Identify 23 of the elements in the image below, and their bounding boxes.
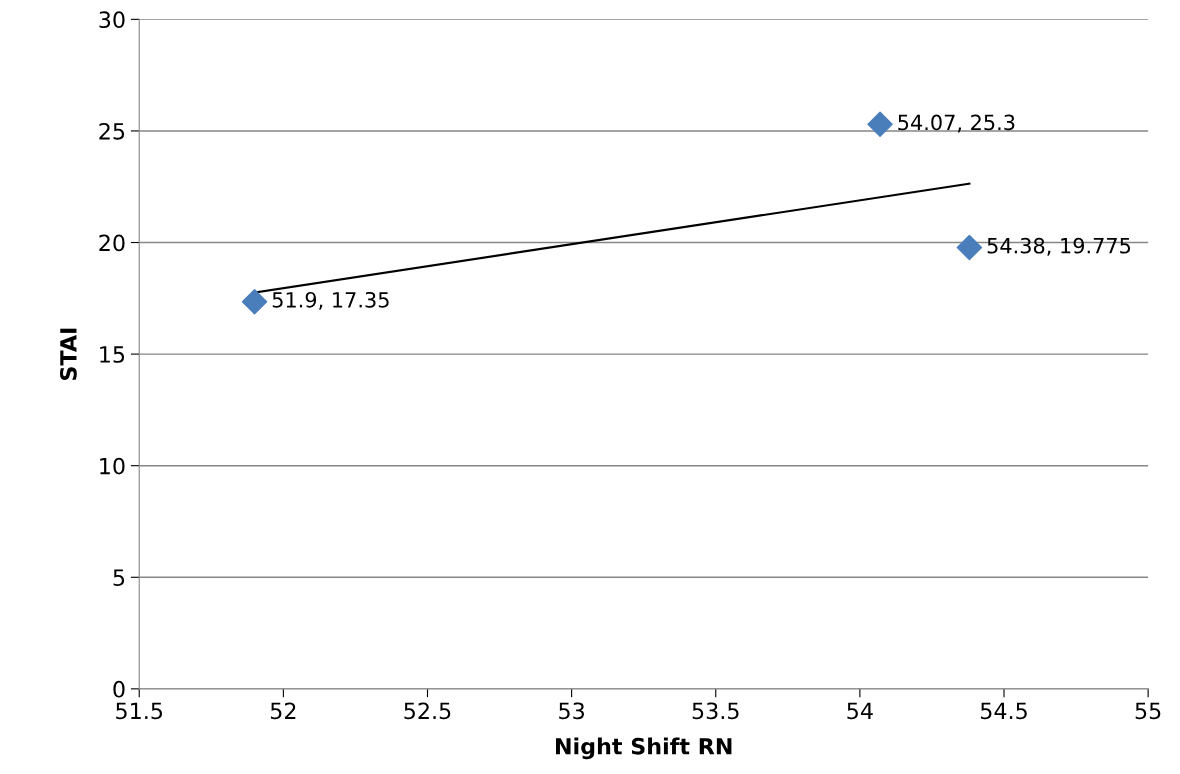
x-tick-label: 53.5 [692, 702, 739, 720]
y-tick-label: 0 [113, 680, 125, 698]
x-tick-label: 51.5 [116, 702, 163, 720]
x-tick-label: 52 [270, 702, 296, 720]
data-label: 54.38, 19.775 [987, 237, 1131, 256]
y-tick-label: 30 [99, 11, 125, 29]
x-tick-label: 55 [1135, 702, 1161, 720]
y-tick-label: 10 [100, 457, 125, 475]
point [867, 111, 893, 137]
y-axis-title: STAI [59, 328, 77, 380]
x-tick-label: 53 [559, 702, 584, 720]
y-tick-label: 25 [99, 122, 125, 140]
data-label: 54.07, 25.3 [898, 114, 1015, 133]
y-tick-label: 20 [99, 234, 125, 252]
point [241, 288, 268, 315]
data-label: 51.9, 17.35 [272, 291, 389, 310]
x-axis-title: Night Shift RN [556, 737, 732, 760]
x-tick-label: 52.5 [404, 702, 451, 720]
x-tick-label: 54 [847, 702, 873, 720]
y-tick-label: 5 [113, 569, 125, 587]
point [956, 234, 983, 261]
x-tick-label: 54.5 [980, 702, 1027, 720]
y-tick-label: 15 [100, 346, 125, 363]
